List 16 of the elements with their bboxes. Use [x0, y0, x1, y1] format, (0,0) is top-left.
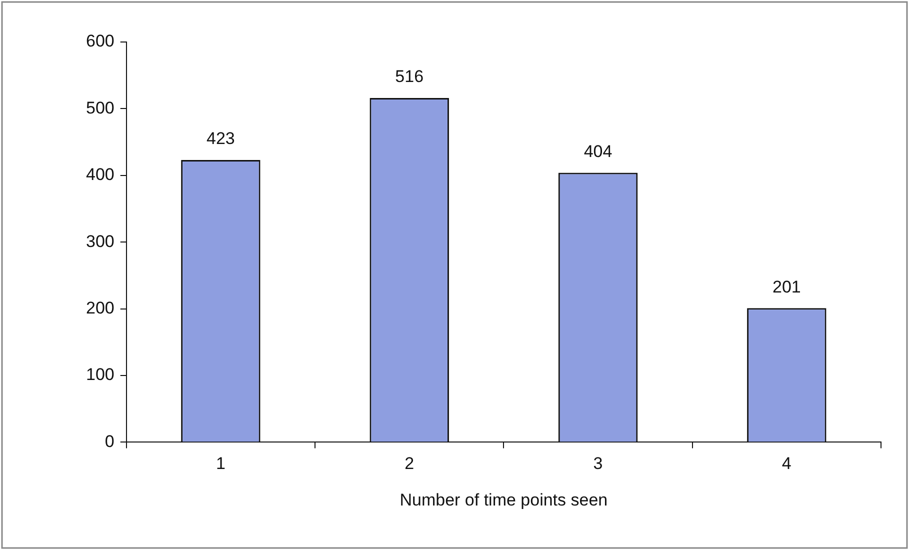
y-tick-label: 300 [86, 232, 114, 251]
x-tick-label: 4 [782, 454, 792, 474]
data-label: 404 [584, 142, 612, 161]
y-tick-label: 100 [86, 365, 114, 384]
y-tick-label: 200 [86, 298, 114, 318]
x-axis-title: Number of time points seen [400, 490, 608, 510]
y-tick-label: 600 [86, 32, 114, 51]
x-tick-label: 1 [216, 454, 226, 474]
y-tick-label: 0 [104, 432, 114, 451]
data-label: 201 [772, 277, 801, 296]
data-label: 423 [206, 129, 235, 148]
y-tick-label: 400 [86, 165, 114, 184]
x-tick-label: 3 [593, 454, 603, 474]
data-label: 516 [395, 67, 424, 86]
y-tick-label: 500 [86, 98, 114, 118]
x-tick-label: 2 [404, 454, 414, 474]
